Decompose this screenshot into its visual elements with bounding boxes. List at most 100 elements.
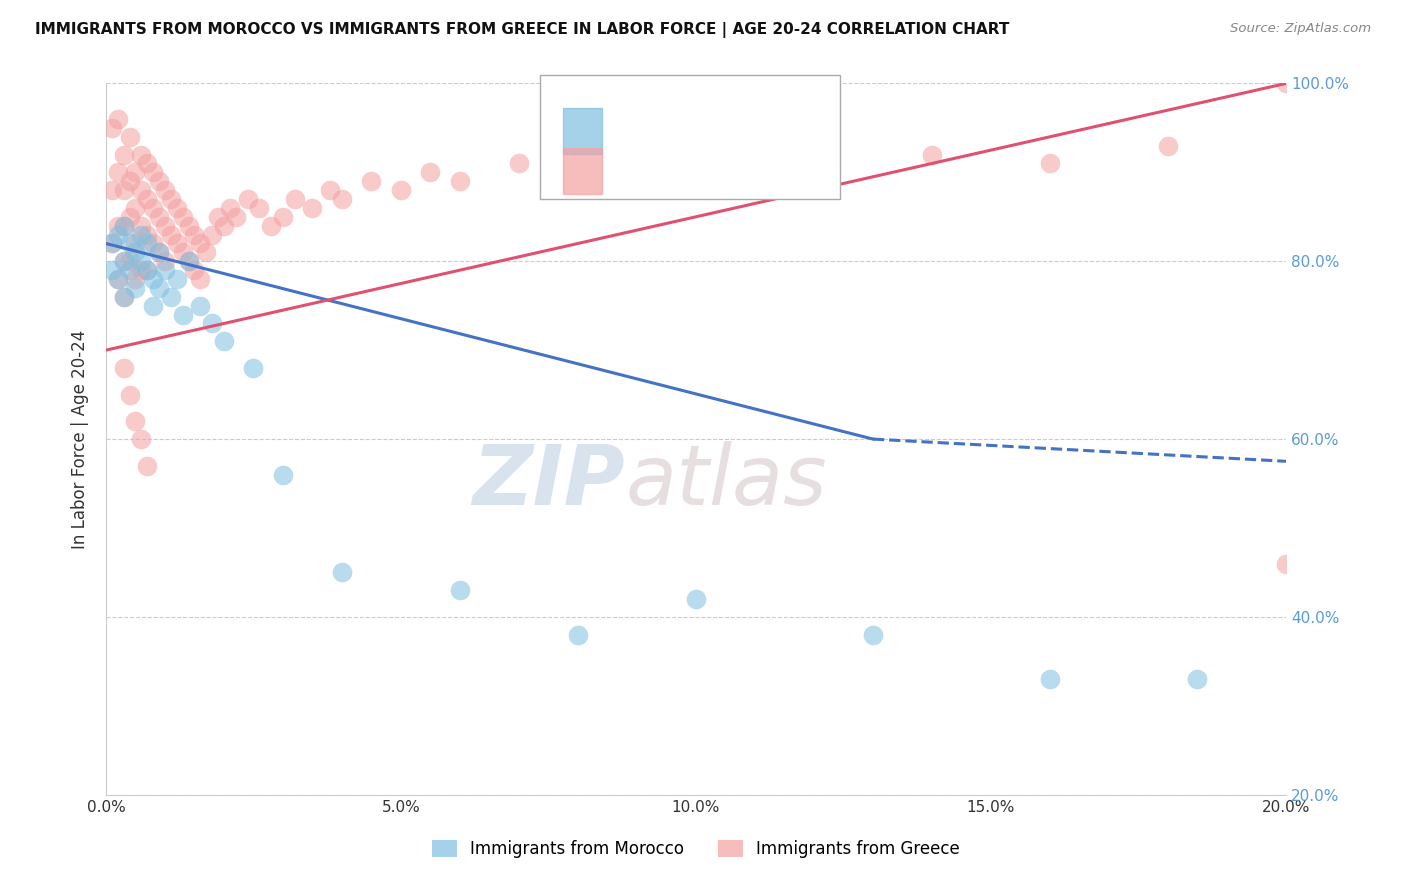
Point xyxy=(159,290,181,304)
Point xyxy=(177,219,200,233)
Text: N =: N = xyxy=(724,121,772,140)
Point xyxy=(112,183,135,197)
Point xyxy=(112,254,135,268)
Point xyxy=(207,210,229,224)
Text: 82: 82 xyxy=(773,161,797,179)
Point xyxy=(118,263,141,277)
Point xyxy=(201,317,224,331)
Point xyxy=(124,245,146,260)
Point xyxy=(172,308,194,322)
Point xyxy=(360,174,382,188)
Point xyxy=(136,263,159,277)
Point xyxy=(271,467,294,482)
Point xyxy=(166,201,188,215)
Point xyxy=(1275,77,1298,91)
Point xyxy=(107,272,129,286)
Point xyxy=(330,566,353,580)
Point xyxy=(188,236,211,251)
Point xyxy=(419,165,441,179)
Point xyxy=(247,201,270,215)
Point xyxy=(862,628,884,642)
Point xyxy=(153,183,176,197)
Point xyxy=(112,254,135,268)
Point xyxy=(153,219,176,233)
Text: Source: ZipAtlas.com: Source: ZipAtlas.com xyxy=(1230,22,1371,36)
Point xyxy=(112,290,135,304)
Point xyxy=(107,165,129,179)
Point xyxy=(142,236,165,251)
Point xyxy=(148,210,170,224)
Point xyxy=(921,147,943,161)
Point xyxy=(183,227,205,242)
Point xyxy=(124,201,146,215)
Point xyxy=(131,147,153,161)
Point xyxy=(131,263,153,277)
Point xyxy=(172,245,194,260)
Point xyxy=(118,210,141,224)
Point xyxy=(195,245,218,260)
Legend: Immigrants from Morocco, Immigrants from Greece: Immigrants from Morocco, Immigrants from… xyxy=(426,833,966,864)
Point xyxy=(124,236,146,251)
Text: IMMIGRANTS FROM MOROCCO VS IMMIGRANTS FROM GREECE IN LABOR FORCE | AGE 20-24 COR: IMMIGRANTS FROM MOROCCO VS IMMIGRANTS FR… xyxy=(35,22,1010,38)
Point xyxy=(188,299,211,313)
Text: ZIP: ZIP xyxy=(472,442,626,522)
Point xyxy=(142,272,165,286)
Point xyxy=(101,120,124,135)
Point xyxy=(449,174,471,188)
Point xyxy=(172,210,194,224)
Point xyxy=(1187,672,1209,686)
Point xyxy=(101,183,124,197)
Point xyxy=(188,272,211,286)
Point xyxy=(124,272,146,286)
Point xyxy=(142,165,165,179)
Point xyxy=(112,219,135,233)
Point xyxy=(508,156,530,170)
Point xyxy=(148,281,170,295)
Point xyxy=(153,254,176,268)
Point xyxy=(107,219,129,233)
Point xyxy=(153,263,176,277)
Point xyxy=(148,245,170,260)
Text: R =: R = xyxy=(612,121,648,140)
Text: R =: R = xyxy=(612,161,648,179)
Point xyxy=(260,219,283,233)
Point xyxy=(124,165,146,179)
Point xyxy=(685,592,707,607)
Point xyxy=(567,628,589,642)
Point xyxy=(124,414,146,428)
Point xyxy=(166,272,188,286)
Text: 0.490: 0.490 xyxy=(654,161,707,179)
Point xyxy=(107,272,129,286)
Point xyxy=(212,219,235,233)
Point xyxy=(131,219,153,233)
Point xyxy=(148,245,170,260)
Point xyxy=(183,263,205,277)
Point xyxy=(112,147,135,161)
Point xyxy=(118,174,141,188)
Point xyxy=(101,236,124,251)
Point xyxy=(112,290,135,304)
Point xyxy=(159,192,181,206)
Point xyxy=(118,387,141,401)
Point xyxy=(218,201,240,215)
Point xyxy=(212,334,235,349)
Point xyxy=(148,174,170,188)
Text: N =: N = xyxy=(724,161,772,179)
Point xyxy=(124,281,146,295)
Point xyxy=(101,236,124,251)
Point xyxy=(271,210,294,224)
Point xyxy=(136,236,159,251)
Point xyxy=(159,227,181,242)
Point xyxy=(449,583,471,598)
Point xyxy=(118,254,141,268)
Point xyxy=(112,360,135,375)
Point xyxy=(101,263,124,277)
Point xyxy=(1275,557,1298,571)
Point xyxy=(118,236,141,251)
Point xyxy=(284,192,307,206)
Text: -0.173: -0.173 xyxy=(654,121,713,140)
Point xyxy=(118,129,141,144)
Point xyxy=(319,183,342,197)
Point xyxy=(136,192,159,206)
Text: 36: 36 xyxy=(773,121,797,140)
